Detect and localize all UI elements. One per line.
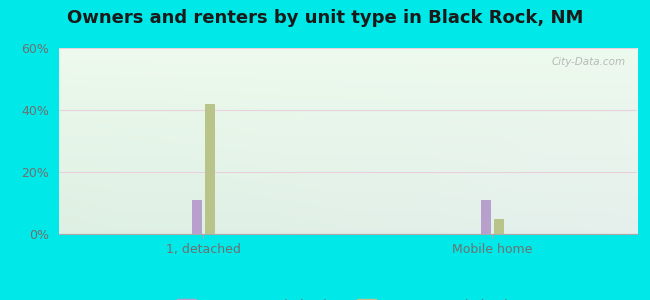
Legend: Owner occupied units, Renter occupied units: Owner occupied units, Renter occupied un… (172, 294, 524, 300)
Bar (205, 104, 214, 234)
Text: Owners and renters by unit type in Black Rock, NM: Owners and renters by unit type in Black… (67, 9, 583, 27)
Bar (192, 200, 202, 234)
Bar (481, 200, 491, 234)
Text: City-Data.com: City-Data.com (551, 57, 625, 67)
Bar (494, 218, 504, 234)
